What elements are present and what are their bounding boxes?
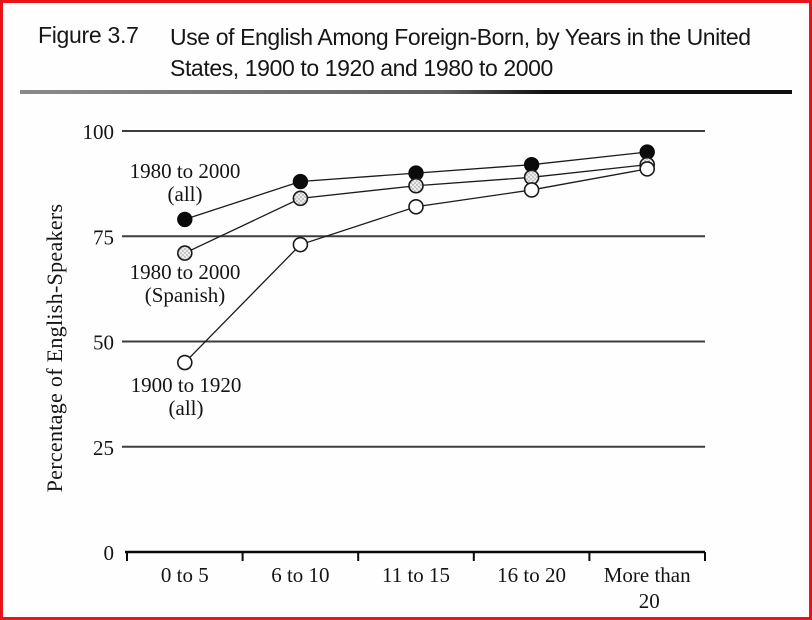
series-label-line2: (all) bbox=[168, 396, 204, 420]
title-divider bbox=[20, 90, 792, 94]
x-tick-label: 6 to 10 bbox=[271, 563, 329, 587]
data-point-marker bbox=[639, 161, 656, 177]
x-tick-label: 0 to 5 bbox=[161, 563, 209, 587]
x-tick-label: 11 to 15 bbox=[382, 563, 450, 587]
series-label-1980-spanish: 1980 to 2000 (Spanish) bbox=[90, 261, 280, 307]
figure-title: Use of English Among Foreign-Born, by Ye… bbox=[170, 22, 790, 84]
data-point-marker bbox=[523, 182, 540, 198]
series-label-1900-all: 1900 to 1920 (all) bbox=[91, 374, 281, 420]
y-tick-label: 0 bbox=[104, 541, 115, 565]
data-point-marker bbox=[292, 190, 309, 207]
series-label-line1: 1900 to 1920 bbox=[130, 373, 242, 397]
data-point-marker bbox=[177, 354, 193, 371]
y-tick-label: 75 bbox=[93, 225, 114, 249]
data-point-marker bbox=[408, 177, 424, 194]
line-chart: 0 25 50 75 100 0 to 5 6 to 10 11 to 15 16 to 20 M… bbox=[83, 120, 706, 613]
data-point-marker bbox=[408, 198, 424, 215]
series-label-line1: 1980 to 2000 bbox=[129, 260, 241, 284]
y-tick-label: 100 bbox=[83, 120, 115, 144]
data-point-marker bbox=[177, 245, 193, 261]
data-point-marker bbox=[292, 236, 309, 253]
series-label-line1: 1980 to 2000 bbox=[129, 159, 241, 183]
y-tick-label: 50 bbox=[93, 331, 114, 355]
figure-title-line1: Use of English Among Foreign-Born, by Ye… bbox=[170, 24, 751, 50]
x-tick-label: 16 to 20 bbox=[497, 563, 566, 587]
series-label-1980-all: 1980 to 2000 (all) bbox=[90, 160, 280, 206]
figure-title-line2: States, 1900 to 1920 and 1980 to 2000 bbox=[170, 55, 553, 81]
y-tick-label: 25 bbox=[93, 436, 114, 460]
figure-number: Figure 3.7 bbox=[38, 22, 139, 48]
data-point-marker bbox=[292, 173, 309, 190]
data-point-marker bbox=[177, 211, 193, 228]
series-label-line2: (Spanish) bbox=[144, 283, 226, 307]
x-tick-label: More than 20 bbox=[604, 563, 691, 613]
series-label-line2: (all) bbox=[167, 182, 203, 206]
